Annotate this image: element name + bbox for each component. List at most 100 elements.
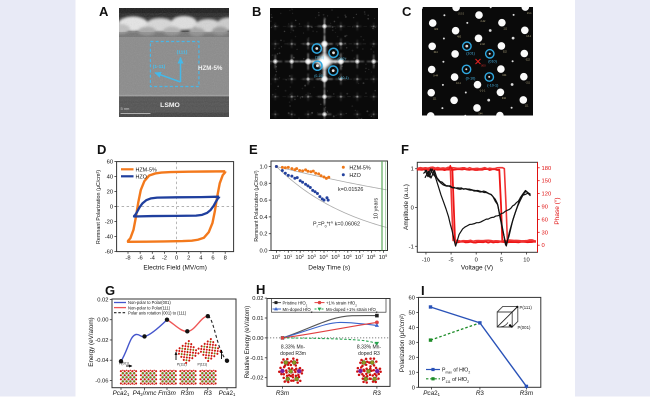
svg-text:LSMO: LSMO: [160, 102, 180, 109]
svg-text:Remnant Polarization (μC/cm²): Remnant Polarization (μC/cm²): [254, 170, 260, 242]
svg-text:5: 5: [500, 257, 503, 263]
svg-text:0.00: 0.00: [252, 336, 263, 342]
svg-text:-1-1-1: -1-1-1: [479, 90, 486, 93]
svg-text:P(001): P(001): [119, 362, 129, 366]
svg-text:(010): (010): [338, 57, 346, 61]
svg-text:(101): (101): [466, 52, 475, 56]
svg-text:HZM-5%: HZM-5%: [198, 65, 223, 72]
svg-text:60: 60: [409, 295, 415, 301]
svg-text:(1-11): (1-11): [153, 64, 166, 70]
svg-text:Delay Time (s): Delay Time (s): [308, 265, 350, 272]
svg-text:(0-10): (0-10): [314, 74, 323, 78]
svg-text:Pca21: Pca21: [113, 390, 130, 397]
svg-text:-311: -311: [525, 82, 530, 85]
svg-text:111: 111: [503, 28, 507, 31]
svg-text:doped R3: doped R3: [358, 351, 380, 357]
svg-text:(-10-1): (-10-1): [338, 76, 348, 80]
svg-text:0.2: 0.2: [259, 232, 267, 238]
svg-text:8.33% Mn-: 8.33% Mn-: [281, 345, 306, 351]
svg-text:D: D: [97, 142, 106, 157]
svg-text:Polarization (μC/cm²): Polarization (μC/cm²): [399, 314, 406, 372]
svg-text:8: 8: [224, 256, 227, 262]
svg-text:100: 100: [272, 254, 281, 261]
svg-text:0: 0: [110, 205, 113, 211]
svg-text:-1: -1: [409, 244, 414, 250]
svg-text:20: 20: [107, 190, 113, 196]
svg-text:6: 6: [211, 256, 214, 262]
svg-text:-40: -40: [105, 235, 113, 241]
svg-text:P42/nmc: P42/nmc: [133, 390, 158, 397]
svg-text:044: 044: [502, 74, 507, 77]
svg-text:-60: -60: [105, 250, 113, 256]
svg-text:90: 90: [542, 204, 548, 210]
svg-text:-0.04: -0.04: [95, 358, 109, 364]
svg-text:R3m: R3m: [276, 390, 289, 397]
svg-text:1: 1: [411, 167, 414, 173]
svg-text:044: 044: [502, 97, 507, 100]
svg-text:-20: -20: [105, 220, 113, 226]
svg-text:0-44: 0-44: [433, 74, 438, 77]
svg-text:-8: -8: [125, 256, 130, 262]
svg-text:0.02: 0.02: [252, 296, 263, 302]
svg-text:Relative Energy (eV/atom): Relative Energy (eV/atom): [244, 306, 251, 379]
svg-text:A: A: [99, 4, 109, 19]
svg-text:103: 103: [307, 254, 316, 261]
svg-text:111: 111: [433, 98, 437, 101]
svg-text:doped R3m: doped R3m: [280, 351, 306, 357]
svg-text:P(111): P(111): [520, 305, 533, 310]
svg-text:30: 30: [542, 230, 548, 236]
svg-text:022: 022: [526, 58, 531, 61]
svg-text:(-10-1): (-10-1): [487, 84, 498, 88]
svg-text:30: 30: [409, 340, 415, 346]
svg-text:Non-polar to Polar(001): Non-polar to Polar(001): [128, 300, 171, 305]
svg-text:HZO: HZO: [136, 174, 147, 180]
svg-text:P(001): P(001): [518, 325, 531, 330]
svg-text:108: 108: [367, 254, 376, 261]
svg-text:40: 40: [107, 175, 113, 181]
svg-text:0.01: 0.01: [252, 316, 263, 322]
svg-text:044: 044: [479, 113, 484, 116]
svg-text:-0.02: -0.02: [95, 338, 108, 344]
svg-text:60: 60: [107, 160, 113, 166]
svg-text:0: 0: [475, 257, 478, 263]
svg-text:P111 of HfO2: P111 of HfO2: [442, 377, 469, 384]
svg-text:20: 20: [409, 355, 415, 361]
svg-text:G: G: [105, 283, 115, 298]
svg-text:120: 120: [542, 192, 552, 198]
svg-text:I: I: [421, 283, 425, 298]
svg-text:Electric Field (MV/cm): Electric Field (MV/cm): [143, 265, 207, 272]
svg-text:106: 106: [343, 254, 352, 261]
svg-text:E: E: [249, 142, 258, 157]
svg-text:Mn-doped HfO2: Mn-doped HfO2: [283, 307, 313, 314]
svg-text:-2-2-2: -2-2-2: [458, 12, 465, 15]
svg-text:022: 022: [503, 51, 508, 54]
svg-text:C: C: [402, 4, 412, 19]
svg-text:105: 105: [331, 254, 340, 261]
svg-text:-2: -2: [162, 256, 167, 262]
svg-text:k=0.01526: k=0.01526: [338, 187, 363, 193]
svg-text:R3: R3: [476, 390, 485, 397]
svg-text:400: 400: [457, 36, 462, 39]
svg-text:Phase (°): Phase (°): [553, 197, 561, 224]
svg-text:111: 111: [525, 105, 529, 108]
svg-text:H: H: [256, 282, 265, 297]
svg-text:Polar axis rotation (001) to (: Polar axis rotation (001) to (111): [128, 310, 187, 315]
svg-text:Non-polar to Polar(111): Non-polar to Polar(111): [128, 305, 171, 310]
svg-text:B: B: [252, 4, 261, 19]
svg-text:109: 109: [379, 254, 388, 261]
svg-text:Pca21: Pca21: [219, 390, 236, 397]
svg-text:0: 0: [175, 256, 178, 262]
svg-text:2: 2: [187, 256, 190, 262]
svg-text:5 nm: 5 nm: [121, 106, 131, 111]
svg-text:Pr=P0*t-k k=0.06062: Pr=P0*t-k k=0.06062: [313, 220, 360, 228]
svg-text:-0.02: -0.02: [250, 376, 263, 382]
svg-text:P(111): P(111): [198, 363, 208, 367]
svg-text:P(111): P(111): [177, 363, 187, 367]
svg-text:(111): (111): [177, 50, 188, 56]
svg-text:8.33% Mn-: 8.33% Mn-: [357, 345, 382, 351]
svg-text:Mn-doped +1% strain HfO2: Mn-doped +1% strain HfO2: [326, 307, 378, 314]
svg-text:104: 104: [319, 254, 328, 261]
svg-text:R3: R3: [204, 390, 213, 397]
svg-text:R3m: R3m: [181, 390, 194, 397]
svg-text:40: 40: [409, 325, 415, 331]
